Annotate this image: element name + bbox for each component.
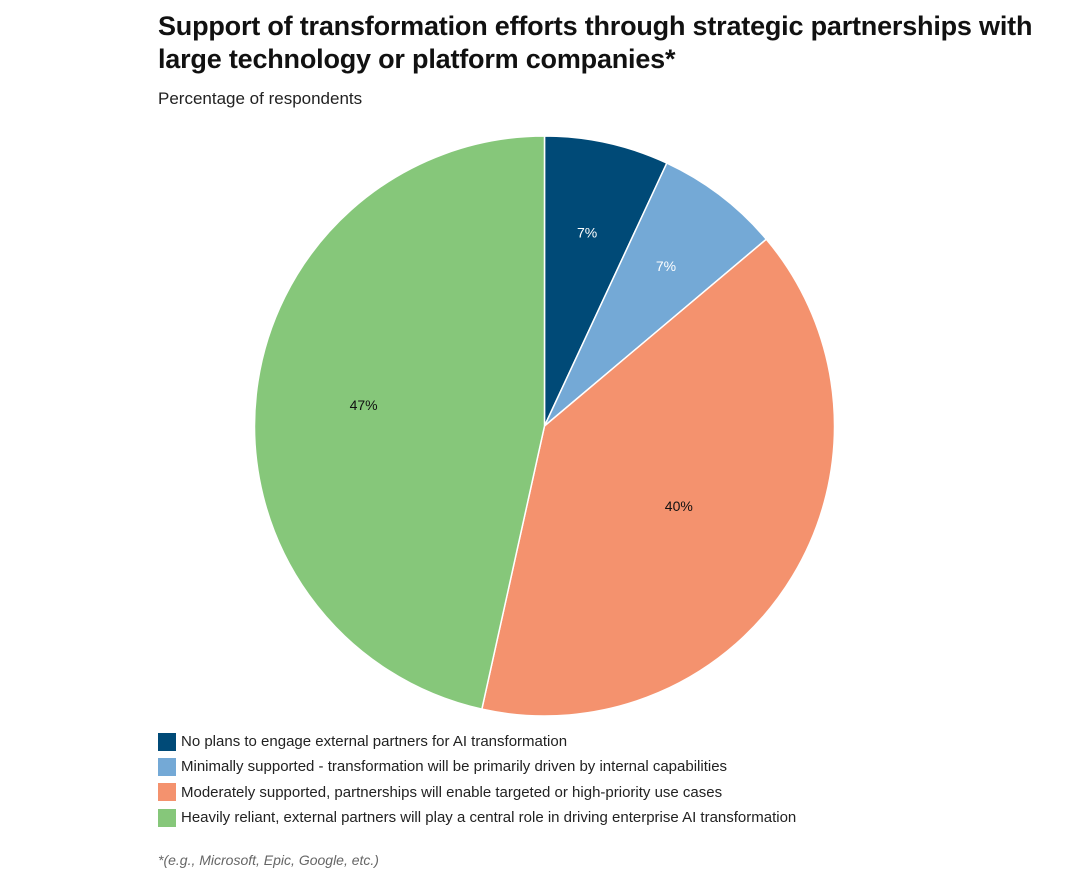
- data-label-minimally-supported: 7%: [656, 258, 676, 274]
- chart-subtitle: Percentage of respondents: [158, 89, 363, 108]
- pie-slice-minimally-supported: [543, 162, 768, 427]
- legend-item-moderately-supported: Moderately supported, partnerships will …: [158, 780, 796, 805]
- data-label-moderately-supported: 40%: [665, 498, 693, 514]
- legend-label: Moderately supported, partnerships will …: [181, 783, 723, 801]
- chart-title: Support of transformation efforts throug…: [158, 11, 1033, 74]
- chart-footnote: *(e.g., Microsoft, Epic, Google, etc.): [158, 852, 379, 868]
- chart-legend: No plans to engage external partners for…: [158, 729, 796, 830]
- legend-label: Minimally supported - transformation wil…: [181, 758, 728, 776]
- legend-swatch: [158, 757, 176, 776]
- legend-swatch: [158, 783, 176, 802]
- pie-slice-heavily-reliant: [253, 135, 546, 711]
- legend-item-no-plans: No plans to engage external partners for…: [158, 729, 796, 754]
- legend-item-heavily-reliant: Heavily reliant, external partners will …: [158, 805, 796, 830]
- legend-label: No plans to engage external partners for…: [181, 733, 568, 751]
- legend-swatch: [158, 808, 176, 827]
- data-label-heavily-reliant: 47%: [350, 397, 378, 413]
- data-label-no-plans: 7%: [577, 224, 597, 240]
- legend-label: Heavily reliant, external partners will …: [181, 809, 797, 827]
- pie-slice-moderately-supported: [480, 238, 836, 717]
- pie-slice-no-plans: [543, 135, 668, 427]
- legend-item-minimally-supported: Minimally supported - transformation wil…: [158, 754, 796, 779]
- legend-swatch: [158, 732, 176, 751]
